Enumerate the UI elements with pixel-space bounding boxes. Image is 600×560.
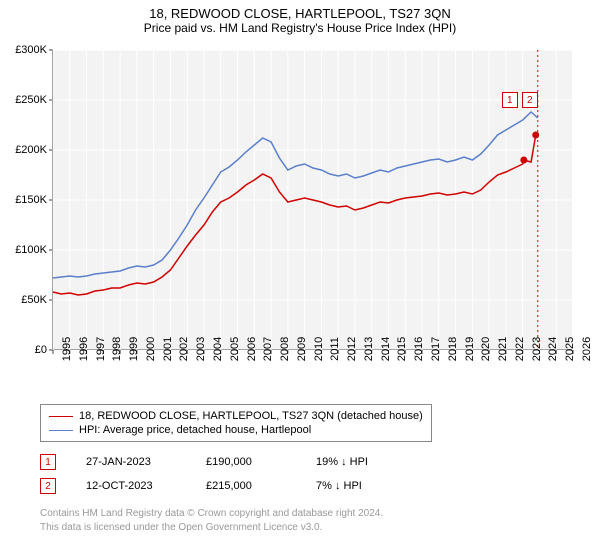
footer-line-2: This data is licensed under the Open Gov… xyxy=(40,522,322,533)
sale-badge: 2 xyxy=(40,478,56,494)
legend-item: 18, REDWOOD CLOSE, HARTLEPOOL, TS27 3QN … xyxy=(49,409,423,423)
sale-price: £190,000 xyxy=(206,456,286,468)
ytick-label: £200K xyxy=(15,144,53,156)
plot-area: £0£50K£100K£150K£200K£250K£300K199519961… xyxy=(52,50,572,350)
ytick-label: £100K xyxy=(15,244,53,256)
chart-title: 18, REDWOOD CLOSE, HARTLEPOOL, TS27 3QN xyxy=(0,0,600,21)
xtick-label: 2026 xyxy=(573,337,593,361)
sale-date: 27-JAN-2023 xyxy=(86,456,176,468)
sale-row-2: 2 12-OCT-2023 £215,000 7% ↓ HPI xyxy=(40,478,406,494)
ytick-label: £50K xyxy=(21,294,53,306)
footer-line-1: Contains HM Land Registry data © Crown c… xyxy=(40,508,383,519)
sale-badge: 1 xyxy=(40,454,56,470)
sale-marker-1: 1 xyxy=(502,92,518,108)
sale-row-1: 1 27-JAN-2023 £190,000 19% ↓ HPI xyxy=(40,454,406,470)
legend-item: HPI: Average price, detached house, Hart… xyxy=(49,423,423,437)
legend-swatch xyxy=(49,430,73,431)
sale-price: £215,000 xyxy=(206,480,286,492)
ytick-label: £0 xyxy=(35,344,53,356)
ytick-label: £300K xyxy=(15,44,53,56)
sale-delta: 7% ↓ HPI xyxy=(316,480,406,492)
sale-date: 12-OCT-2023 xyxy=(86,480,176,492)
legend-label: HPI: Average price, detached house, Hart… xyxy=(79,424,311,436)
legend: 18, REDWOOD CLOSE, HARTLEPOOL, TS27 3QN … xyxy=(40,404,432,442)
ytick-label: £250K xyxy=(15,94,53,106)
legend-label: 18, REDWOOD CLOSE, HARTLEPOOL, TS27 3QN … xyxy=(79,410,423,422)
ytick-label: £150K xyxy=(15,194,53,206)
sale-marker-2: 2 xyxy=(522,92,538,108)
legend-swatch xyxy=(49,416,73,417)
sale-delta: 19% ↓ HPI xyxy=(316,456,406,468)
chart-subtitle: Price paid vs. HM Land Registry's House … xyxy=(0,21,600,35)
chart-svg xyxy=(53,50,573,350)
